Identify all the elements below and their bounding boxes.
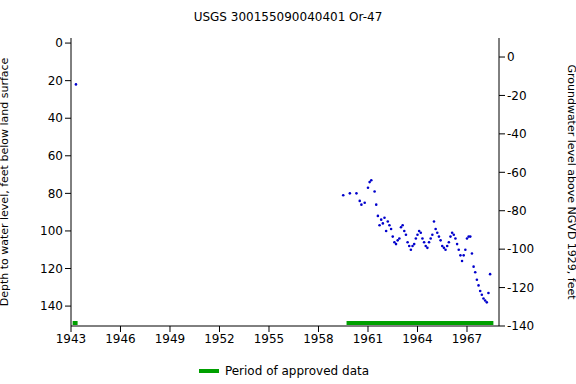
svg-text:1943: 1943 (56, 332, 87, 346)
html-text:USGS 300155090040401 Or-47: USGS 300155090040401 Or-47 (193, 10, 383, 24)
svg-text:1961: 1961 (353, 332, 384, 346)
svg-text:1949: 1949 (155, 332, 186, 346)
svg-text:Groundwater level above NGVD 1: Groundwater level above NGVD 1929, feet (565, 64, 568, 300)
svg-text:60: 60 (48, 149, 63, 163)
svg-text:1967: 1967 (452, 332, 483, 346)
svg-text:Depth to water level, feet bel: Depth to water level, feet below land su… (8, 57, 11, 306)
svg-text:0: 0 (55, 36, 63, 50)
svg-text:-140: -140 (507, 319, 534, 333)
svg-text:1952: 1952 (204, 332, 235, 346)
svg-text:-120: -120 (507, 281, 534, 295)
svg-text:-80: -80 (507, 204, 527, 218)
svg-text:100: 100 (40, 224, 63, 238)
svg-text:1955: 1955 (254, 332, 285, 346)
svg-text:80: 80 (48, 187, 63, 201)
svg-text:1964: 1964 (402, 332, 433, 346)
svg-text:140: 140 (40, 299, 63, 313)
html-text:Period of approved data: Period of approved data (224, 364, 370, 378)
svg-text:20: 20 (48, 74, 63, 88)
svg-text:-20: -20 (507, 89, 527, 103)
svg-text:-100: -100 (507, 242, 534, 256)
svg-text:-60: -60 (507, 166, 527, 180)
svg-text:40: 40 (48, 111, 63, 125)
svg-text:1946: 1946 (105, 332, 136, 346)
svg-text:120: 120 (40, 262, 63, 276)
svg-text:0: 0 (507, 50, 515, 64)
svg-text:1958: 1958 (303, 332, 334, 346)
svg-text:-40: -40 (507, 127, 527, 141)
